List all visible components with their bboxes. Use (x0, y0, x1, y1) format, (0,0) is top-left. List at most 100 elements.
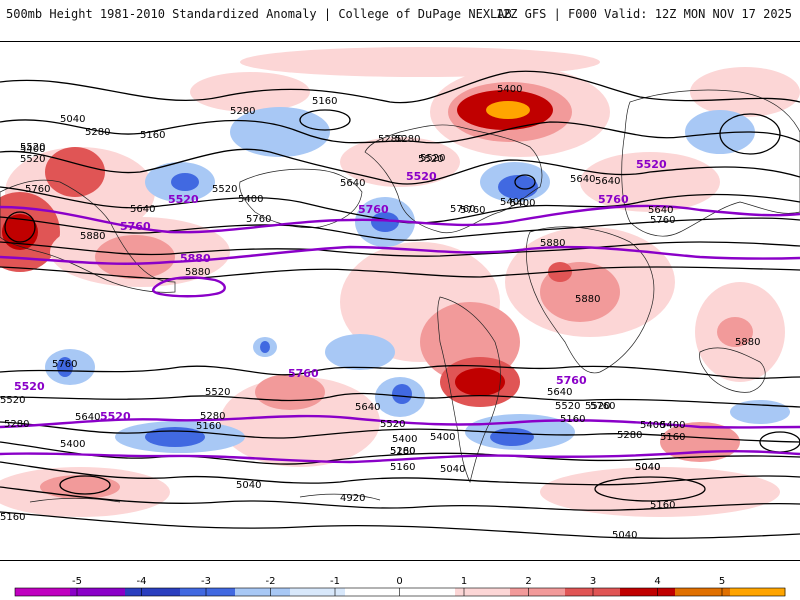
highlight-label: 5760 (358, 203, 389, 216)
positive-anomaly-shading (0, 47, 800, 517)
legend-color-segment (180, 588, 236, 596)
contour-label: 5640 (355, 402, 380, 413)
legend-color-segment (345, 588, 401, 596)
legend-color-segment (125, 588, 181, 596)
legend-color-segment (675, 588, 731, 596)
contour-label: 5520 (20, 154, 45, 165)
contour-label: 5760 (590, 401, 615, 412)
legend-color-segment (235, 588, 291, 596)
contour-label: 5400 (392, 434, 417, 445)
legend-tick-label: 2 (525, 576, 531, 587)
contour-label: 5280 (4, 419, 29, 430)
contour-label: 5880 (575, 294, 600, 305)
highlight-label: 5760 (288, 367, 319, 380)
contour-label: 5880 (185, 267, 210, 278)
legend-color-segment (290, 588, 346, 596)
contour-label: 5760 (450, 204, 475, 215)
contour-label: 5040 (635, 462, 660, 473)
contour-label: 5640 (75, 412, 100, 423)
contour-label: 5160 (660, 432, 685, 443)
contour-label: 5400 (510, 198, 535, 209)
contour-label: 5040 (60, 114, 85, 125)
model-info: 12Z GFS | F000 Valid: 12Z MON NOV 17 202… (495, 7, 792, 21)
color-scale-bar: -5 -4 -3 -2 -1 0 1 2 3 4 5 (14, 576, 786, 597)
legend-color-segment (455, 588, 511, 596)
contour-label: 5640 (130, 204, 155, 215)
contour-label: 5160 (560, 414, 585, 425)
legend-color-segment (70, 588, 126, 596)
contour-label: 5640 (648, 205, 673, 216)
legend-tick-label: 5 (719, 576, 725, 587)
color-scale-legend: -5 -4 -3 -2 -1 0 1 2 3 4 5 (0, 570, 800, 600)
map-title: 500mb Height 1981-2010 Standardized Anom… (6, 7, 512, 21)
contour-label: 5160 (390, 462, 415, 473)
map-panel: 5400 5040 5280 5160 5400 5520 5760 5640 … (0, 41, 800, 561)
contour-label: 5520 (585, 401, 610, 412)
legend-color-segment (510, 588, 566, 596)
contour-label: 5400 (60, 439, 85, 450)
contour-label: 5280 (617, 430, 642, 441)
contour-label: 4920 (340, 493, 365, 504)
contour-label: 5040 (236, 480, 261, 491)
contour-label: 5880 (80, 231, 105, 242)
contour-label: 5520 (20, 142, 45, 153)
contour-label: 5160 (390, 446, 415, 457)
contour-label: 5520 (0, 395, 25, 406)
highlight-label: 5760 (598, 193, 629, 206)
contour-label: 5040 (612, 530, 637, 541)
legend-tick-label: -3 (201, 576, 211, 587)
contour-label: 5280 (378, 134, 403, 145)
contour-label: 5640 (340, 178, 365, 189)
legend-tick-label: -5 (72, 576, 82, 587)
contour-label: 5520 (420, 153, 445, 164)
highlight-label: 5760 (556, 374, 587, 387)
contour-label: 5040 (635, 462, 660, 473)
contour-label: 5520 (205, 387, 230, 398)
highlight-contours (0, 204, 800, 464)
contour-label: 5520 (555, 401, 580, 412)
contour-label: 5400 (640, 420, 665, 431)
contour-label: 5400 (500, 197, 525, 208)
contour-label: 5160 (0, 512, 25, 523)
contour-label: 5640 (570, 174, 595, 185)
contour-label: 5640 (547, 387, 572, 398)
contour-label: 5520 (418, 154, 443, 165)
legend-tick-label: 3 (590, 576, 596, 587)
contour-label: 5160 (140, 130, 165, 141)
contour-label: 5280 (395, 134, 420, 145)
contour-label: 5280 (390, 446, 415, 457)
legend-color-segment (400, 588, 456, 596)
legend-tick-label: -1 (330, 576, 340, 587)
contour-label: 5160 (196, 421, 221, 432)
contour-label: 5400 (497, 84, 522, 95)
contour-label: 5400 (660, 420, 685, 431)
contour-label: 5640 (595, 176, 620, 187)
highlight-label: 5520 (636, 158, 667, 171)
highlight-label: 5760 (120, 220, 151, 233)
contour-label: 5760 (460, 205, 485, 216)
contour-label: 5280 (85, 127, 110, 138)
legend-outline (14, 587, 786, 597)
contour-label: 5880 (540, 238, 565, 249)
legend-tick-label: 1 (461, 576, 467, 587)
legend-color-segment (620, 588, 676, 596)
contour-label: 5760 (52, 359, 77, 370)
legend-tick-label: 0 (396, 576, 402, 587)
negative-anomaly-shading (45, 107, 790, 453)
contour-label: 5400 (238, 194, 263, 205)
highlight-label: 5520 (168, 193, 199, 206)
contour-label: 5160 (650, 500, 675, 511)
anomaly-map: 5400 5040 5280 5160 5400 5520 5760 5640 … (0, 47, 800, 541)
contour-label: 5760 (246, 214, 271, 225)
highlight-label: 5880 (180, 252, 211, 265)
highlight-label: 5520 (14, 380, 45, 393)
legend-tick-label: -4 (137, 576, 147, 587)
contour-label: 5280 (200, 411, 225, 422)
contour-label: 5160 (312, 96, 337, 107)
legend-tick-label: -2 (266, 576, 276, 587)
contour-label: 5520 (380, 419, 405, 430)
contour-label: 5400 (20, 144, 45, 155)
header: 500mb Height 1981-2010 Standardized Anom… (0, 0, 800, 40)
contour-label: 5760 (650, 215, 675, 226)
highlight-label: 5520 (100, 410, 131, 423)
